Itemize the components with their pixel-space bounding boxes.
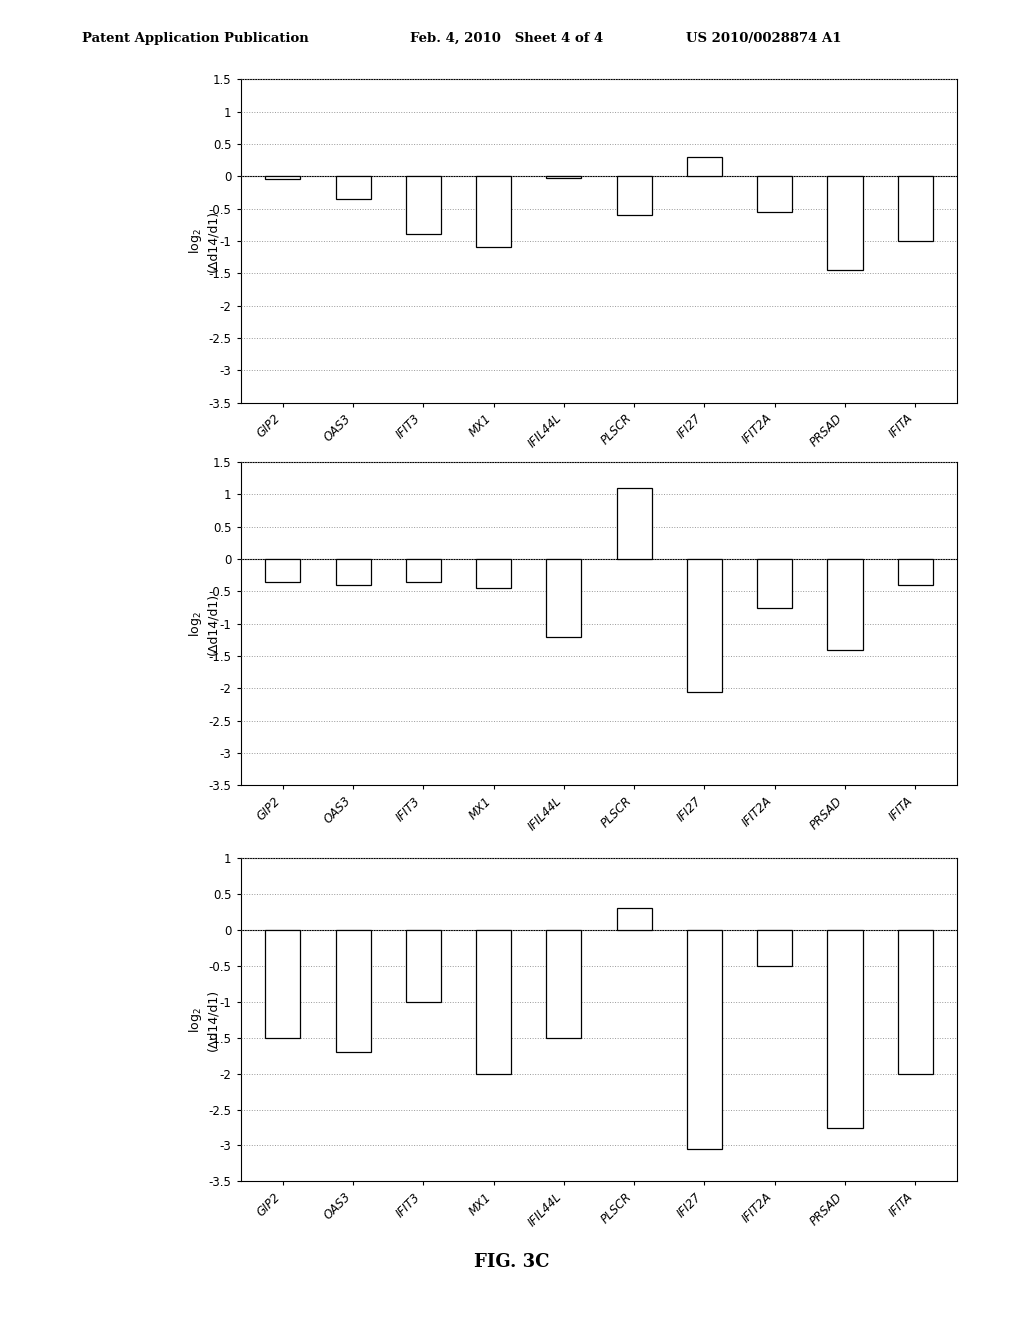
- Bar: [406, 929, 441, 1002]
- Bar: [687, 560, 722, 692]
- Bar: [406, 560, 441, 582]
- Bar: [547, 929, 582, 1038]
- Bar: [336, 177, 371, 199]
- Bar: [616, 488, 651, 560]
- Bar: [476, 560, 511, 589]
- Text: Feb. 4, 2010   Sheet 4 of 4: Feb. 4, 2010 Sheet 4 of 4: [410, 32, 603, 45]
- Text: US 2010/0028874 A1: US 2010/0028874 A1: [686, 32, 842, 45]
- Bar: [757, 560, 793, 607]
- Bar: [336, 929, 371, 1052]
- Bar: [687, 157, 722, 177]
- Bar: [616, 908, 651, 929]
- Bar: [547, 177, 582, 178]
- Bar: [827, 177, 862, 271]
- Bar: [898, 177, 933, 242]
- Text: Patent Application Publication: Patent Application Publication: [82, 32, 308, 45]
- Text: FIG. 3C: FIG. 3C: [474, 1253, 550, 1271]
- Bar: [898, 929, 933, 1073]
- Bar: [265, 929, 300, 1038]
- Bar: [547, 560, 582, 636]
- Y-axis label: log$_2$
(Δd14/d1): log$_2$ (Δd14/d1): [187, 593, 219, 655]
- Bar: [757, 177, 793, 211]
- Bar: [827, 560, 862, 649]
- Bar: [265, 177, 300, 180]
- Bar: [476, 929, 511, 1073]
- Y-axis label: log$_2$
(Δd14/d1): log$_2$ (Δd14/d1): [187, 989, 219, 1051]
- Bar: [757, 929, 793, 966]
- Bar: [616, 177, 651, 215]
- Bar: [687, 929, 722, 1148]
- Bar: [827, 929, 862, 1127]
- Bar: [476, 177, 511, 247]
- Y-axis label: log$_2$
(Δd14/d1): log$_2$ (Δd14/d1): [187, 210, 219, 272]
- Bar: [898, 560, 933, 585]
- Bar: [406, 177, 441, 235]
- Bar: [336, 560, 371, 585]
- Bar: [265, 560, 300, 582]
